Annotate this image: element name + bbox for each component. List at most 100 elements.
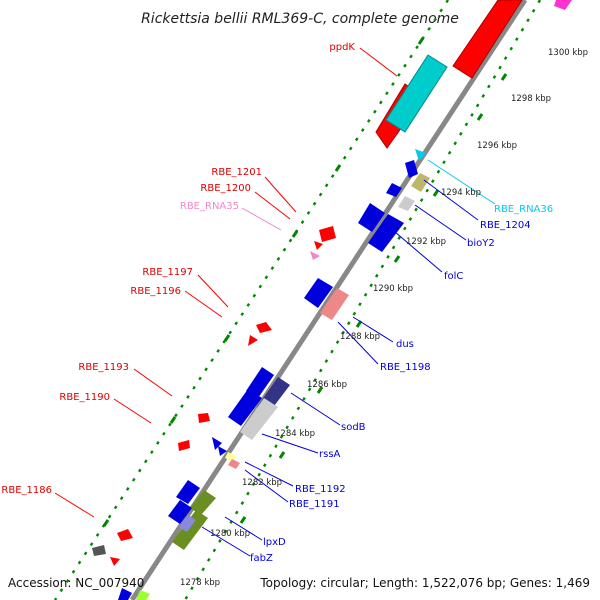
leader-line xyxy=(359,47,398,77)
reverse-gene-labels: RBE_RNA36 RBE_1204 bioY2 folC dus RBE_11… xyxy=(250,204,553,564)
genome-summary-text: Topology: circular; Length: 1,522,076 bp… xyxy=(259,576,590,590)
gene-label: bioY2 xyxy=(467,238,495,249)
gene-label: rssA xyxy=(319,449,341,460)
gene-label: ppdK xyxy=(329,42,355,53)
major-tick xyxy=(278,451,286,459)
rna-feature xyxy=(310,251,320,260)
major-tick xyxy=(239,516,247,524)
cog-cds xyxy=(225,452,236,462)
gene-label: RBE_1192 xyxy=(295,484,346,495)
reverse-cds xyxy=(405,160,418,178)
map-title: Rickettsia bellii RML369-C, complete gen… xyxy=(141,11,459,27)
forward-leader-lines xyxy=(54,47,398,518)
gene-label: lpxD xyxy=(263,537,286,548)
kbp-label: 1282 kbp xyxy=(242,478,282,488)
gene-label: RBE_1200 xyxy=(200,183,251,194)
forward-cds xyxy=(110,557,120,566)
forward-cds xyxy=(314,241,323,250)
gene-label: RBE_1193 xyxy=(78,362,129,373)
major-tick xyxy=(291,230,299,238)
gene-label: RBE_1198 xyxy=(380,362,431,373)
leader-line xyxy=(352,316,394,343)
forward-cds xyxy=(117,529,133,541)
forward-cds xyxy=(92,545,106,556)
leader-line xyxy=(113,398,152,424)
reverse-cds xyxy=(368,214,404,252)
gene-label: RBE_1196 xyxy=(130,286,181,297)
cog-cds xyxy=(398,196,415,211)
genome-backbone xyxy=(129,0,528,600)
major-tick xyxy=(169,416,177,424)
leader-line xyxy=(54,492,95,518)
major-ticks xyxy=(102,37,508,527)
reverse-cds xyxy=(386,183,402,197)
gene-label: RBE_1201 xyxy=(211,167,262,178)
gene-label: RBE_1190 xyxy=(59,392,110,403)
kbp-label: 1280 kbp xyxy=(210,529,250,539)
reverse-leader-lines xyxy=(201,179,479,557)
gene-label: fabZ xyxy=(250,553,273,564)
kbp-label: 1294 kbp xyxy=(441,188,481,198)
leader-line xyxy=(337,321,379,365)
kbp-label: 1292 kbp xyxy=(406,237,446,247)
leader-line xyxy=(394,231,443,273)
forward-cds xyxy=(198,413,210,423)
accession-text: Accession: NC_007940 xyxy=(8,576,144,590)
kbp-label: 1278 kbp xyxy=(180,578,220,588)
rna-feature xyxy=(415,149,426,161)
reverse-cds xyxy=(176,480,200,504)
leader-line xyxy=(290,392,341,426)
cog-cds xyxy=(240,398,278,440)
leader-line xyxy=(201,526,251,557)
gene-label: RBE_1204 xyxy=(480,220,531,231)
cog-cds xyxy=(411,173,430,192)
reverse-cds xyxy=(212,437,222,450)
cog-cds xyxy=(136,590,150,600)
cog-cds xyxy=(179,515,196,532)
leader-line xyxy=(244,469,289,503)
major-tick xyxy=(223,334,231,342)
rna-label: RBE_RNA35 xyxy=(180,201,239,212)
gene-label: folC xyxy=(444,271,463,282)
leader-line xyxy=(261,433,319,454)
forward-cds xyxy=(319,226,336,242)
kbp-label: 1284 kbp xyxy=(275,429,315,439)
reverse-cds xyxy=(168,500,192,524)
gene-label: RBE_1197 xyxy=(142,267,193,278)
reverse-cds xyxy=(218,446,227,456)
major-tick xyxy=(393,255,401,263)
gene-label: dus xyxy=(396,339,414,350)
major-tick xyxy=(500,73,508,81)
cog-cds xyxy=(385,54,448,133)
forward-cds xyxy=(452,0,523,79)
reverse-strand-features xyxy=(118,149,430,600)
leader-line xyxy=(224,516,263,541)
leader-line xyxy=(427,159,496,205)
major-tick xyxy=(334,164,342,172)
outer-tick-ring xyxy=(53,0,450,600)
gene-label: RBE_1191 xyxy=(289,499,340,510)
reverse-cds xyxy=(228,389,262,426)
leader-line xyxy=(264,176,297,213)
kbp-label: 1286 kbp xyxy=(307,380,347,390)
inner-tick-ring xyxy=(183,0,542,600)
reverse-cds xyxy=(118,588,132,600)
cog-cds xyxy=(172,510,208,550)
kbp-label: 1298 kbp xyxy=(511,94,551,104)
leader-line xyxy=(423,179,479,221)
rna-label: RBE_RNA36 xyxy=(494,204,553,215)
gene-label: RBE_1186 xyxy=(1,485,52,496)
forward-cds xyxy=(248,335,258,346)
major-tick xyxy=(102,519,110,527)
kbp-label: 1288 kbp xyxy=(340,332,380,342)
reverse-cds xyxy=(304,278,333,308)
cog-cds xyxy=(190,490,216,515)
forward-cds xyxy=(178,440,190,451)
forward-strand-features xyxy=(92,0,572,566)
leader-line xyxy=(254,191,291,220)
leader-line xyxy=(241,207,282,231)
leader-line xyxy=(414,204,467,241)
major-tick xyxy=(476,113,484,121)
